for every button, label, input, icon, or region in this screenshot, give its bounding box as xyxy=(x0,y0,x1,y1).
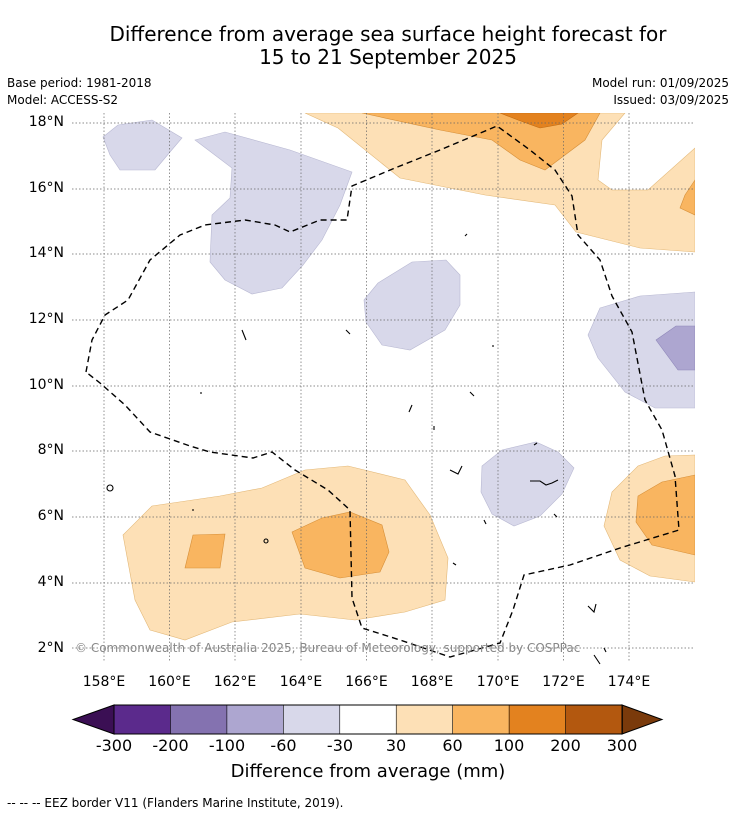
strong-negative-anomaly-region xyxy=(655,325,695,371)
moderate-positive-anomaly-region xyxy=(679,179,695,216)
lat-label: 14°N xyxy=(28,245,64,261)
lat-label: 8°N xyxy=(37,442,64,458)
lon-label: 160°E xyxy=(148,674,191,690)
colorbar-tick-label: -100 xyxy=(208,736,246,755)
lon-label: 168°E xyxy=(410,674,454,690)
colorbar-tick-label: -300 xyxy=(95,736,133,755)
positive-anomaly-region xyxy=(304,113,695,253)
colorbar-title: Difference from average (mm) xyxy=(230,761,506,782)
colorbar-segment xyxy=(283,704,341,735)
negative-anomaly-region xyxy=(363,259,461,351)
colorbar-segment xyxy=(339,704,398,735)
map-title-line1: Difference from average sea surface heig… xyxy=(109,22,667,46)
colorbar-segment xyxy=(113,704,172,735)
moderate-positive-anomaly-region xyxy=(291,511,390,579)
lon-label: 158°E xyxy=(82,674,126,690)
lon-label: 172°E xyxy=(542,674,585,690)
colorbar-tick-label: 300 xyxy=(606,736,638,755)
lat-label: 16°N xyxy=(28,180,64,196)
colorbar-tick-label: 30 xyxy=(385,736,407,755)
colorbar-tick-label: -200 xyxy=(152,736,189,755)
model-text: Model: ACCESS-S2 xyxy=(7,93,119,107)
moderate-positive-anomaly-region xyxy=(184,533,226,569)
negative-anomaly-region xyxy=(480,441,575,527)
lon-label: 164°E xyxy=(279,674,323,690)
colorbar xyxy=(71,704,664,735)
moderate-positive-anomaly-region xyxy=(635,474,695,556)
colorbar-tick-label: 60 xyxy=(442,736,463,755)
lat-label: 18°N xyxy=(28,114,64,130)
colorbar-tick-label: -30 xyxy=(326,736,354,755)
lat-label: 2°N xyxy=(37,640,64,656)
colorbar-min-extension xyxy=(73,705,114,734)
colorbar-segment xyxy=(170,704,228,735)
colorbar-max-extension xyxy=(622,705,662,734)
eez-footnote: -- -- -- EEZ border V11 (Flanders Marine… xyxy=(7,796,344,810)
lon-label: 162°E xyxy=(213,674,257,690)
lon-label: 166°E xyxy=(345,674,388,690)
lat-label: 10°N xyxy=(28,377,64,393)
colorbar-segment xyxy=(508,704,567,735)
colorbar-segment xyxy=(226,704,285,735)
strong-positive-anomaly-region xyxy=(499,113,579,129)
copyright-text: © Commonwealth of Australia 2025, Bureau… xyxy=(75,641,581,655)
lon-label: 174°E xyxy=(607,674,651,690)
lat-label: 12°N xyxy=(28,311,64,327)
lat-label: 6°N xyxy=(37,508,64,524)
map-title-line2: 15 to 21 September 2025 xyxy=(259,45,517,69)
lat-label: 4°N xyxy=(37,574,64,590)
colorbar-segment xyxy=(395,704,454,735)
negative-anomaly-region xyxy=(194,131,353,295)
graticule xyxy=(72,113,695,661)
issued-text: Issued: 03/09/2025 xyxy=(613,93,729,107)
colorbar-tick-label: -60 xyxy=(270,736,297,755)
colorbar-tick-label: 100 xyxy=(493,736,525,755)
lon-label: 170°E xyxy=(476,674,520,690)
base-period-text: Base period: 1981-2018 xyxy=(7,76,152,90)
colorbar-segment xyxy=(452,704,510,735)
model-run-text: Model run: 01/09/2025 xyxy=(591,76,729,90)
colorbar-tick-label: 200 xyxy=(550,736,581,755)
colorbar-segment xyxy=(565,704,623,735)
anomaly-contours xyxy=(102,113,695,641)
negative-anomaly-region xyxy=(587,291,695,409)
islands xyxy=(106,233,607,665)
eez-border xyxy=(85,125,680,658)
